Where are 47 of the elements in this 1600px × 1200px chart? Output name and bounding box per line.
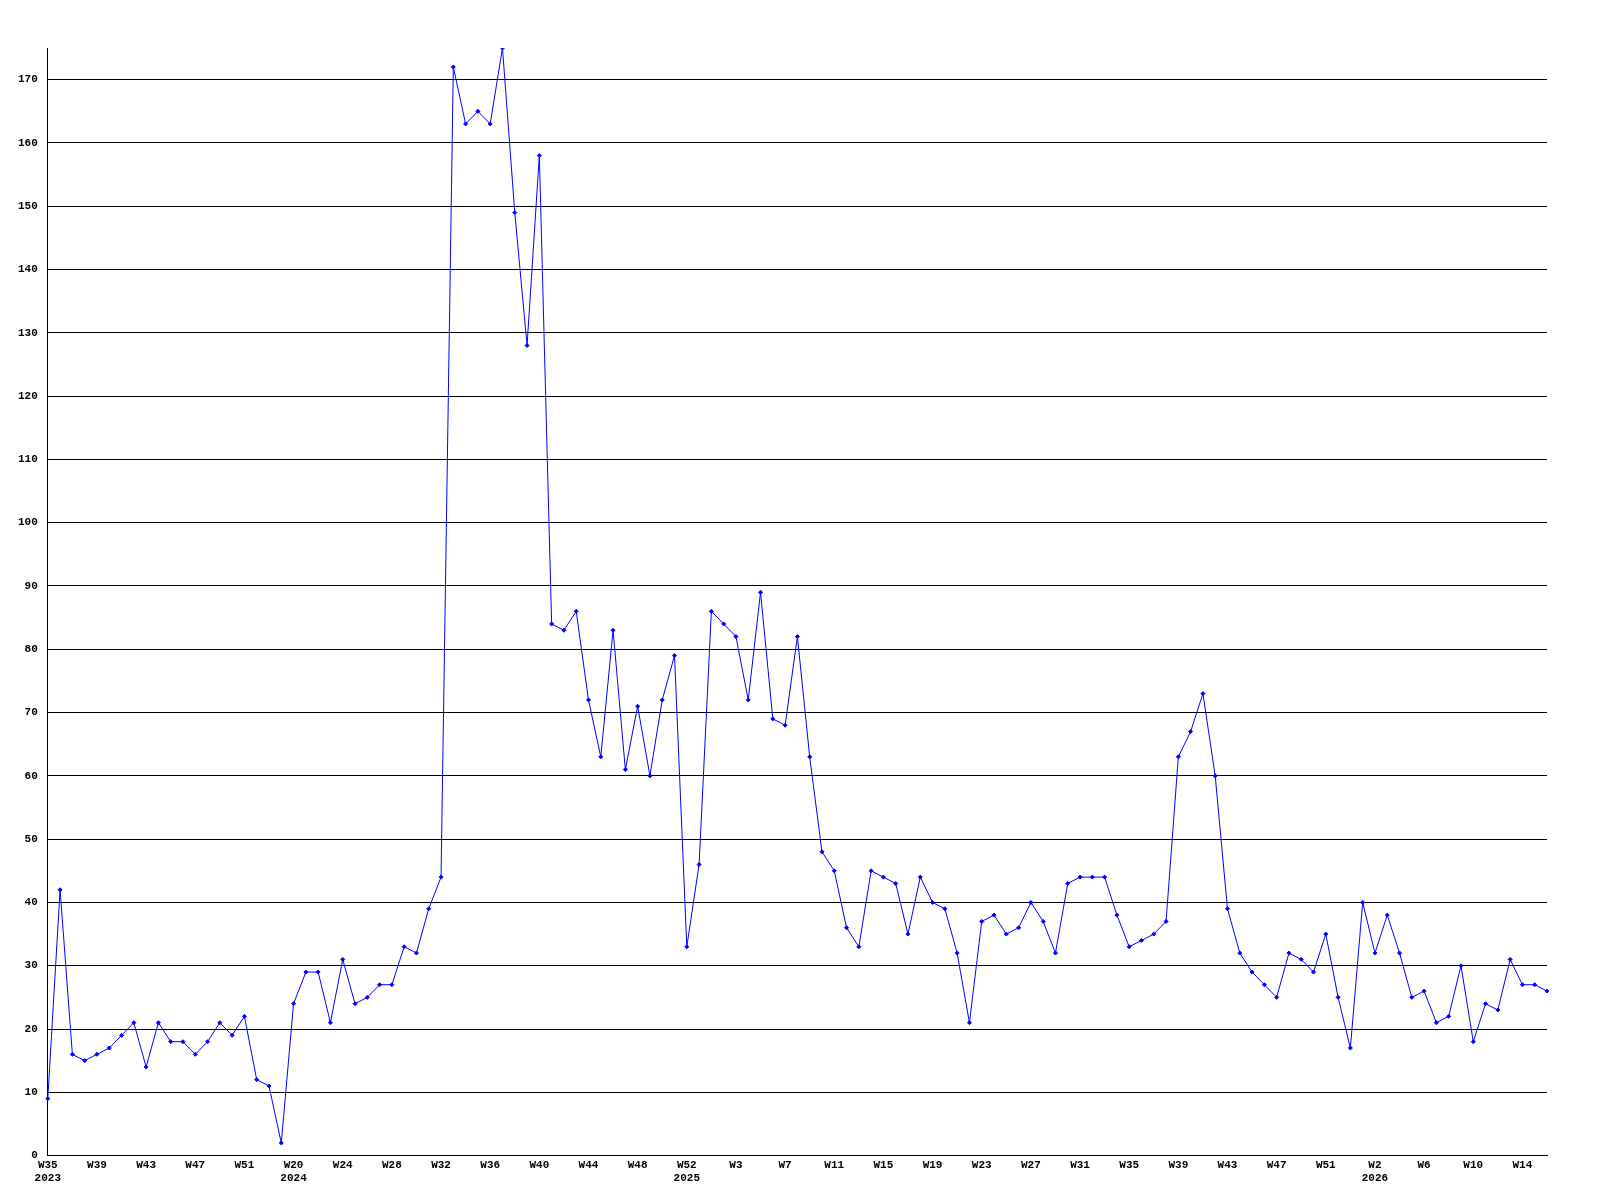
y-tick-label: 80 [24,643,38,656]
x-tick-label: W2 2026 [1361,1158,1389,1185]
y-tick-label: 140 [17,263,38,276]
x-tick-label: W39 [1168,1158,1189,1171]
x-tick-label: W36 [480,1158,501,1171]
y-tick-label: 110 [17,453,38,466]
y-tick-label: 10 [24,1086,38,1099]
y-tick-label: 70 [24,706,38,719]
y-tick-label: 60 [24,769,38,782]
y-tick-label: 90 [24,579,38,592]
x-tick-label: W23 [971,1158,993,1171]
x-tick-label: W48 [627,1158,648,1171]
y-tick-label: 130 [17,326,38,339]
y-tick-label: 120 [17,389,38,402]
x-tick-label: W10 [1463,1158,1484,1171]
x-tick-label: W19 [922,1158,943,1171]
y-tick-label: 50 [24,832,38,845]
x-tick-label: W3 [729,1158,743,1171]
x-tick-label: W40 [529,1158,550,1171]
y-tick-label: 150 [17,199,38,212]
x-tick-label: W28 [381,1158,403,1171]
x-tick-label: W11 [824,1158,845,1171]
x-tick-label: W31 [1070,1158,1091,1171]
x-tick-label: W52 2025 [673,1158,701,1185]
x-tick-label: W47 [185,1158,206,1171]
x-tick-label: W32 [431,1158,451,1171]
x-tick-label: W39 [87,1158,107,1171]
x-tick-label: W43 [1217,1158,1238,1171]
y-tick-label: 170 [17,73,38,86]
x-tick-label: W27 [1020,1158,1041,1171]
y-tick-label: 160 [17,136,38,149]
x-tick-label: W51 [1315,1158,1337,1171]
x-tick-label: W6 [1417,1158,1431,1171]
x-tick-label: W51 [234,1158,255,1171]
x-tick-label: W47 [1266,1158,1287,1171]
x-tick-label: W15 [873,1158,894,1171]
x-tick-label: W7 [778,1158,792,1171]
y-tick-label: 100 [17,516,38,529]
y-tick-label: 30 [24,959,38,972]
x-tick-label: W35 [1119,1158,1140,1171]
x-tick-label: W43 [136,1158,157,1171]
y-tick-label: 20 [24,1022,38,1035]
y-tick-label: 40 [24,896,38,909]
x-tick-label: W44 [578,1158,599,1171]
x-tick-label: W20 2024 [280,1158,308,1185]
x-tick-label: W14 [1512,1158,1533,1171]
x-tick-label: W24 [332,1158,354,1171]
